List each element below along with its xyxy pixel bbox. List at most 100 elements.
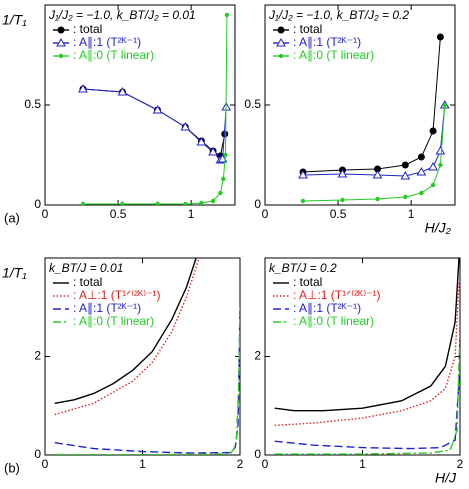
panel-label: (a) (4, 210, 20, 225)
marker (416, 166, 427, 176)
marker (401, 161, 409, 169)
series-line (54, 307, 240, 454)
marker (374, 165, 382, 173)
plot-area (54, 258, 240, 455)
marker (57, 26, 65, 34)
y-tick-label: 0 (254, 447, 261, 461)
x-axis-label: H/J₂ (425, 220, 452, 236)
series-line (54, 258, 200, 416)
y-tick-label: 0.5 (24, 97, 41, 111)
x-tick-label: 1 (408, 207, 415, 221)
marker (436, 33, 444, 41)
marker (340, 197, 345, 203)
legend-label: : A∥:0 (T linear) (293, 48, 374, 62)
y-tick-label: 2 (254, 349, 261, 363)
series-line (82, 88, 226, 157)
marker (337, 168, 348, 178)
marker (199, 200, 204, 205)
marker (403, 194, 408, 200)
series-line (274, 258, 460, 412)
series-line (302, 104, 446, 202)
series-line (54, 307, 240, 455)
marker (372, 169, 383, 179)
y-tick-label: 2 (34, 349, 41, 363)
legend-label: : A⊥:1 (T¹ᐟ⁽²ᴷ⁾⁻¹) (293, 288, 381, 302)
legend-label: : A∥:1 (T²ᴷ⁻¹) (73, 35, 141, 49)
plot-area (78, 12, 232, 205)
x-tick-label: 1 (188, 207, 195, 221)
marker (400, 170, 411, 180)
x-tick-label: 0 (42, 207, 49, 221)
marker (208, 146, 218, 156)
series-line (82, 88, 227, 161)
marker (196, 136, 207, 146)
y-tick-label: 0 (34, 197, 41, 211)
x-tick-label: 0.5 (330, 207, 347, 221)
marker (429, 127, 437, 135)
series-line (83, 14, 228, 205)
x-tick-label: 1 (359, 457, 366, 471)
x-axis-label: H/J (435, 470, 457, 486)
x-tick-label: 0 (262, 207, 269, 221)
series-line (54, 258, 197, 404)
marker (80, 201, 86, 205)
series-line (274, 331, 460, 450)
panel-title: k_BT/J = 0.01 (49, 261, 123, 275)
marker (218, 190, 223, 196)
legend-label: : total (73, 275, 102, 289)
panel-title: J₁/J₂ = −1.0, k_BT/J₂ = 0.2 (268, 8, 409, 22)
panel-title: J₁/J₂ = −1.0, k_BT/J₂ = 0.01 (48, 8, 196, 22)
marker (278, 53, 284, 59)
marker (375, 196, 380, 202)
marker (56, 37, 66, 47)
x-tick-label: 0 (262, 457, 269, 471)
y-axis-label: 1/T₁ (2, 265, 27, 281)
legend-label: : A⊥:1 (T¹ᐟ⁽²ᴷ⁾⁻¹) (73, 288, 161, 302)
y-tick-label: 0 (254, 197, 261, 211)
marker (298, 169, 308, 179)
marker (180, 121, 191, 131)
marker (152, 104, 163, 114)
marker (428, 161, 438, 171)
marker (78, 83, 88, 93)
marker (300, 198, 306, 204)
marker (223, 152, 228, 158)
marker (155, 201, 160, 205)
legend-label: : A∥:0 (T linear) (73, 314, 154, 328)
legend-label: : A∥:0 (T linear) (293, 314, 374, 328)
x-tick-label: 0 (42, 457, 49, 471)
x-tick-label: 2 (237, 457, 244, 471)
y-tick-label: 0.5 (244, 97, 261, 111)
panel-label: (b) (4, 460, 20, 475)
marker (58, 53, 64, 59)
legend-label: : A∥:1 (T²ᴷ⁻¹) (293, 301, 361, 315)
marker (277, 26, 285, 34)
marker (183, 201, 188, 205)
marker (417, 153, 425, 161)
x-tick-label: 2 (457, 457, 464, 471)
legend-label: : A∥:1 (T²ᴷ⁻¹) (293, 35, 361, 49)
marker (430, 182, 436, 188)
marker (419, 190, 424, 196)
marker (120, 201, 125, 205)
marker (435, 145, 446, 155)
legend-label: : total (293, 22, 322, 36)
marker (442, 102, 447, 108)
x-tick-label: 0.5 (110, 207, 127, 221)
y-axis-label: 1/T₁ (2, 12, 27, 28)
plot-area (298, 33, 450, 204)
marker (276, 37, 286, 47)
legend-label: : total (293, 275, 322, 289)
marker (221, 176, 226, 182)
x-tick-label: 1 (139, 457, 146, 471)
series-line (274, 331, 460, 455)
plot-area (274, 258, 460, 455)
y-tick-label: 0 (34, 447, 41, 461)
legend-label: : A∥:0 (T linear) (73, 48, 154, 62)
marker (117, 86, 128, 96)
legend-label: : total (73, 22, 102, 36)
marker (210, 198, 216, 204)
marker (438, 162, 443, 168)
marker (224, 12, 230, 18)
